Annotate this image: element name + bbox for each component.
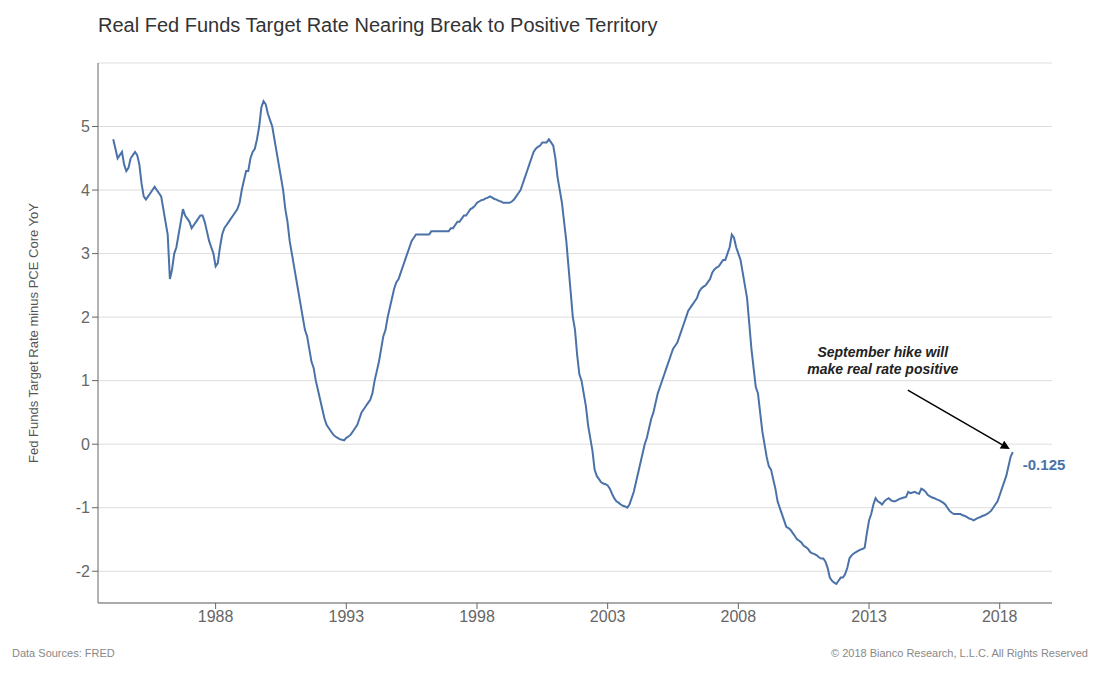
svg-text:1993: 1993: [329, 608, 365, 625]
html-text:Real Fed Funds Target Rate Nea: Real Fed Funds Target Rate Nearing Break…: [98, 14, 658, 36]
html-text:Data Sources: FRED: Data Sources: FRED: [12, 647, 115, 659]
svg-text:2008: 2008: [721, 608, 757, 625]
svg-text:0: 0: [81, 436, 90, 453]
svg-text:3: 3: [81, 245, 90, 262]
svg-text:5: 5: [81, 118, 90, 135]
svg-text:September hike willmake real r: September hike willmake real rate positi…: [807, 344, 958, 377]
svg-text:4: 4: [81, 182, 90, 199]
svg-text:2018: 2018: [982, 608, 1018, 625]
svg-text:1: 1: [81, 372, 90, 389]
svg-text:-1: -1: [76, 499, 90, 516]
svg-text:-2: -2: [76, 563, 90, 580]
svg-text:2: 2: [81, 309, 90, 326]
svg-text:1998: 1998: [459, 608, 495, 625]
svg-text:2003: 2003: [590, 608, 626, 625]
svg-text:Fed Funds Target Rate minus PC: Fed Funds Target Rate minus PCE Core YoY: [26, 203, 41, 463]
svg-text:-0.125: -0.125: [1023, 456, 1066, 473]
svg-text:2013: 2013: [851, 608, 887, 625]
html-text:© 2018 Bianco Research, L.L.C.: © 2018 Bianco Research, L.L.C. All Right…: [831, 647, 1088, 659]
svg-text:1988: 1988: [198, 608, 234, 625]
